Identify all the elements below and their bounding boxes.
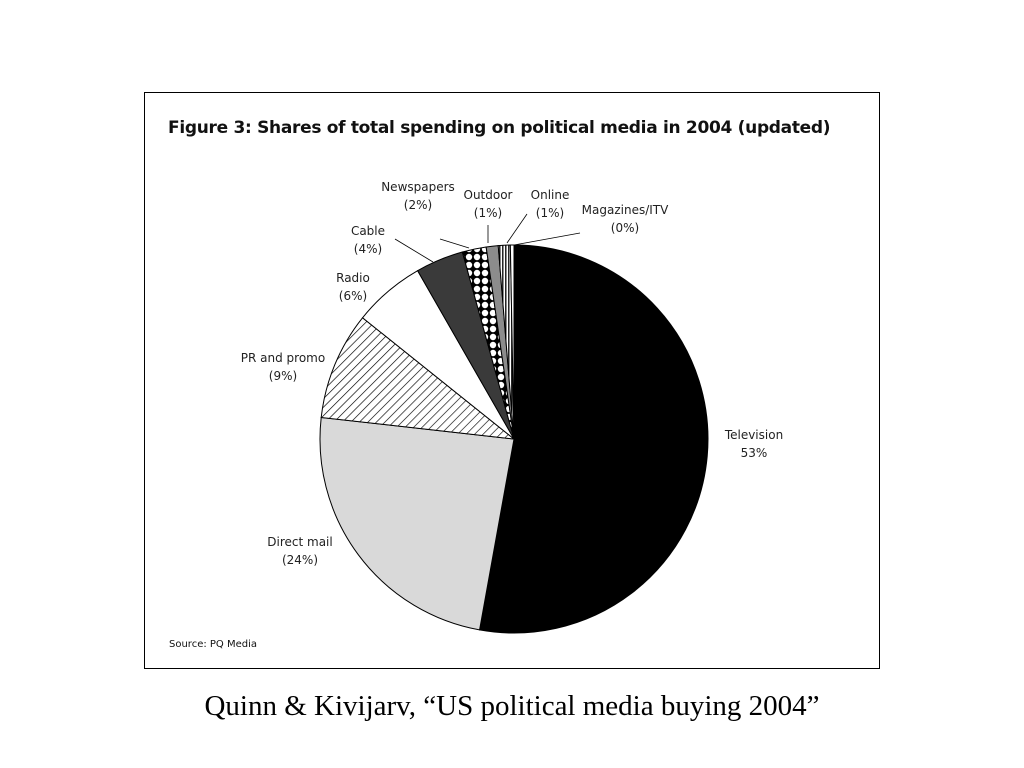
slide-caption: Quinn & Kivijarv, “US political media bu…: [204, 690, 820, 722]
slice-label-newspapers: Newspapers (2%): [381, 180, 455, 212]
chart-title: Figure 3: Shares of total spending on po…: [168, 118, 831, 138]
slice-label-radio: Radio (6%): [336, 271, 370, 303]
pie-slice-pr-and-promo: [320, 317, 516, 440]
leader-line-online: [506, 213, 528, 244]
slice-label-cable: Cable (4%): [351, 224, 385, 256]
slice-labels: Television 53% Direct mail (24%) PR and prom…: [241, 180, 783, 567]
pie-slice-television: [478, 244, 709, 634]
leader-line-cable: [394, 238, 434, 263]
chart-frame: Figure 3: Shares of total spending on po…: [144, 92, 880, 669]
slice-label-pr-and-promo: PR and promo (9%): [241, 351, 325, 383]
slice-label-television: Television 53%: [724, 428, 783, 460]
leader-lines: [394, 213, 581, 263]
slice-label-online: Online (1%): [531, 188, 570, 220]
slice-label-magazines-itv: Magazines/ITV (0%): [582, 203, 669, 235]
pie-slice-magazines-itv: [509, 244, 515, 440]
pie-slice-direct-mail: [319, 416, 515, 631]
slice-label-direct-mail: Direct mail (24%): [267, 535, 332, 567]
chart-source: Source: PQ Media: [169, 639, 258, 650]
pie-slices: [319, 244, 709, 634]
leader-line-newspapers: [439, 238, 470, 249]
slice-label-outdoor: Outdoor (1%): [464, 188, 513, 220]
leader-line-magazines-itv: [513, 232, 581, 246]
pie-chart: Television 53% Direct mail (24%) PR and prom…: [241, 180, 783, 634]
